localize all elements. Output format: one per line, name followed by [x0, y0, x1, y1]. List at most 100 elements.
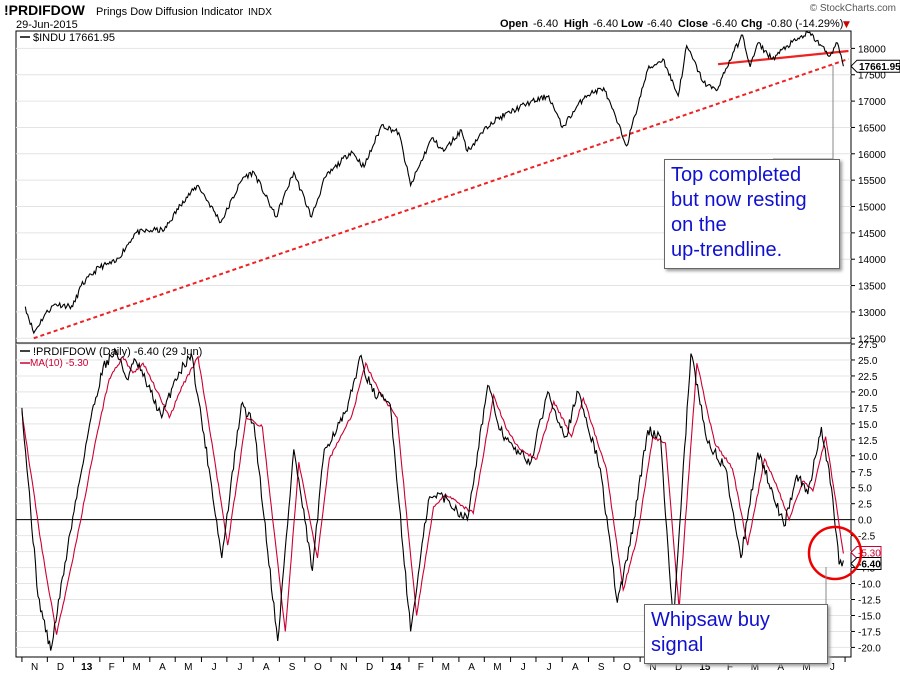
price-tick-label: 16500 — [858, 123, 886, 134]
open-label: Open — [500, 18, 528, 30]
x-tick-label: N — [340, 662, 347, 673]
price-tick-label: 17500 — [858, 71, 886, 82]
price-tick-label: 13500 — [858, 282, 886, 293]
indicator-y-axis: -20.0-17.5-15.0-12.5-10.0-7.5-5.0-2.50.0… — [851, 340, 881, 654]
indicator-tick-label: 27.5 — [858, 340, 878, 351]
x-tick-label: A — [263, 662, 270, 673]
indicator-tick-label: -17.5 — [858, 627, 881, 638]
indicator-tick-label: 22.5 — [858, 372, 878, 383]
indicator-tick-label: -10.0 — [858, 580, 881, 591]
x-tick-label: M — [184, 662, 192, 673]
brand-watermark: © StockCharts.com — [810, 3, 896, 14]
x-tick-label: J — [830, 662, 835, 673]
ma-legend: MA(10) -5.30 — [30, 358, 89, 369]
price-series — [24, 30, 844, 335]
x-tick-label: A — [468, 662, 475, 673]
price-tick-label: 17000 — [858, 97, 886, 108]
price-tick-label: 18000 — [858, 44, 886, 55]
highlight-circle — [807, 525, 863, 581]
indicator-tick-label: 7.5 — [858, 468, 872, 479]
down-arrow-icon: ▼ — [843, 20, 850, 30]
x-tick-label: F — [727, 662, 733, 673]
x-tick-label: 14 — [390, 662, 402, 673]
x-tick-label: O — [623, 662, 631, 673]
indicator-tick-label: 0.0 — [858, 516, 872, 527]
ma-last-value: -5.30 — [858, 549, 881, 560]
x-axis: N D 13 F M A M J J A S O N D 14 F M A M J J A S O N D 15 F M A M J — [21, 657, 846, 673]
price-tick-label: 16000 — [858, 150, 886, 161]
chg-value: -0.80 (-14.29%) — [767, 18, 843, 30]
top-callout: Top completed but now resting on the up-… — [664, 159, 840, 269]
x-tick-label: M — [751, 662, 759, 673]
price-tick-label: 15500 — [858, 176, 886, 187]
indicator-tick-label: 17.5 — [858, 404, 878, 415]
price-last-value: 17661.95 — [859, 62, 900, 73]
close-value: -6.40 — [712, 18, 737, 30]
x-tick-label: F — [418, 662, 424, 673]
ma-last-tag-shape — [850, 546, 882, 560]
top-callout-line: up-trendline. — [671, 239, 783, 261]
ohlc-summary: Open -6.40 High -6.40 Low -6.40 Close -6… — [500, 18, 850, 30]
indicator-tick-label: 25.0 — [858, 356, 878, 367]
x-tick-label: 15 — [699, 662, 711, 673]
x-tick-label: A — [777, 662, 784, 673]
close-label: Close — [678, 18, 708, 30]
open-value: -6.40 — [533, 18, 558, 30]
indicator-tick-label: -15.0 — [858, 611, 881, 622]
high-label: High — [564, 18, 589, 30]
x-tick-label: J — [521, 662, 526, 673]
x-tick-label: D — [366, 662, 373, 673]
x-tick-label: J — [212, 662, 217, 673]
indicator-tick-label: -20.0 — [858, 643, 881, 654]
bottom-callout-line: signal — [651, 634, 704, 656]
top-callout-line: Top completed — [671, 164, 802, 186]
indicator-series — [21, 347, 844, 651]
x-tick-label: M — [493, 662, 501, 673]
top-callout-line: but now resting — [671, 189, 807, 211]
x-tick-label: M — [442, 662, 450, 673]
chart-exchange: INDX — [248, 7, 272, 18]
x-tick-label: J — [237, 662, 242, 673]
top-callout-line: on the — [671, 214, 727, 236]
indicator-line — [21, 347, 844, 651]
indicator-tick-label: 20.0 — [858, 388, 878, 399]
chg-label: Chg — [741, 18, 762, 30]
chart-date: 29-Jun-2015 — [16, 19, 78, 31]
indicator-tick-label: -12.5 — [858, 596, 881, 607]
low-value: -6.40 — [647, 18, 672, 30]
bottom-callout-line: Whipsaw buy — [651, 609, 770, 631]
indicator-tick-label: 12.5 — [858, 436, 878, 447]
x-tick-label: D — [675, 662, 682, 673]
x-tick-label: M — [802, 662, 810, 673]
price-last-value-tag: 17661.95 — [850, 59, 900, 73]
price-line — [24, 30, 844, 335]
price-legend: $INDU 17661.95 — [33, 32, 115, 44]
high-value: -6.40 — [593, 18, 618, 30]
x-tick-label: A — [159, 662, 166, 673]
price-last-tag-shape — [850, 59, 900, 73]
price-tick-label: 15000 — [858, 203, 886, 214]
indicator-tick-label: -2.5 — [858, 532, 876, 543]
x-tick-label: O — [314, 662, 322, 673]
trendline-up-trendline — [33, 57, 849, 340]
x-tick-label: A — [572, 662, 579, 673]
indicator-tick-label: 2.5 — [858, 500, 872, 511]
x-tick-label: M — [133, 662, 141, 673]
price-tick-label: 12500 — [858, 334, 886, 345]
x-tick-label: D — [57, 662, 64, 673]
indicator-tick-label: 10.0 — [858, 452, 878, 463]
x-tick-label: S — [598, 662, 605, 673]
price-tick-label: 14500 — [858, 229, 886, 240]
x-tick-label: N — [31, 662, 38, 673]
price-tick-label: 14000 — [858, 255, 886, 266]
indicator-tick-label: 15.0 — [858, 420, 878, 431]
chart-symbol: !PRDIFDOW — [4, 2, 86, 18]
price-tick-label: 13000 — [858, 308, 886, 319]
x-tick-label: N — [649, 662, 656, 673]
ma-line — [21, 355, 844, 635]
low-label: Low — [621, 18, 643, 30]
indicator-last-value: -6.40 — [858, 560, 881, 571]
indicator-tick-label: 5.0 — [858, 484, 872, 495]
x-tick-label: S — [289, 662, 296, 673]
